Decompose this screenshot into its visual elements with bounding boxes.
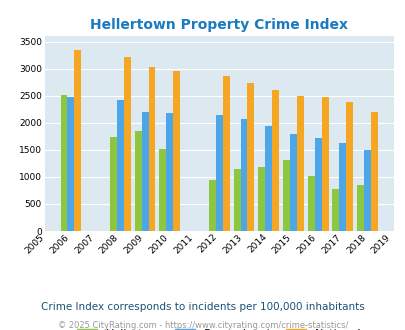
Bar: [117, 100, 124, 231]
Bar: [208, 180, 215, 231]
Bar: [67, 97, 74, 231]
Bar: [271, 90, 278, 231]
Bar: [289, 134, 296, 231]
Bar: [345, 102, 352, 231]
Bar: [222, 76, 229, 231]
Bar: [363, 150, 370, 231]
Title: Hellertown Property Crime Index: Hellertown Property Crime Index: [90, 18, 347, 32]
Bar: [332, 189, 339, 231]
Bar: [307, 176, 314, 231]
Bar: [314, 138, 321, 231]
Bar: [247, 83, 254, 231]
Bar: [282, 160, 289, 231]
Bar: [74, 50, 81, 231]
Bar: [173, 72, 180, 231]
Bar: [356, 185, 363, 231]
Bar: [258, 167, 264, 231]
Text: Crime Index corresponds to incidents per 100,000 inhabitants: Crime Index corresponds to incidents per…: [41, 302, 364, 312]
Bar: [60, 95, 67, 231]
Bar: [141, 112, 148, 231]
Bar: [124, 57, 130, 231]
Legend: Hellertown, Pennsylvania, National: Hellertown, Pennsylvania, National: [72, 324, 365, 330]
Bar: [370, 112, 377, 231]
Bar: [215, 115, 222, 231]
Bar: [321, 97, 328, 231]
Bar: [240, 119, 247, 231]
Bar: [166, 114, 173, 231]
Bar: [159, 149, 166, 231]
Text: © 2025 CityRating.com - https://www.cityrating.com/crime-statistics/: © 2025 CityRating.com - https://www.city…: [58, 320, 347, 330]
Bar: [148, 67, 155, 231]
Bar: [233, 169, 240, 231]
Bar: [296, 96, 303, 231]
Bar: [134, 131, 141, 231]
Bar: [339, 143, 345, 231]
Bar: [110, 137, 117, 231]
Bar: [264, 125, 271, 231]
